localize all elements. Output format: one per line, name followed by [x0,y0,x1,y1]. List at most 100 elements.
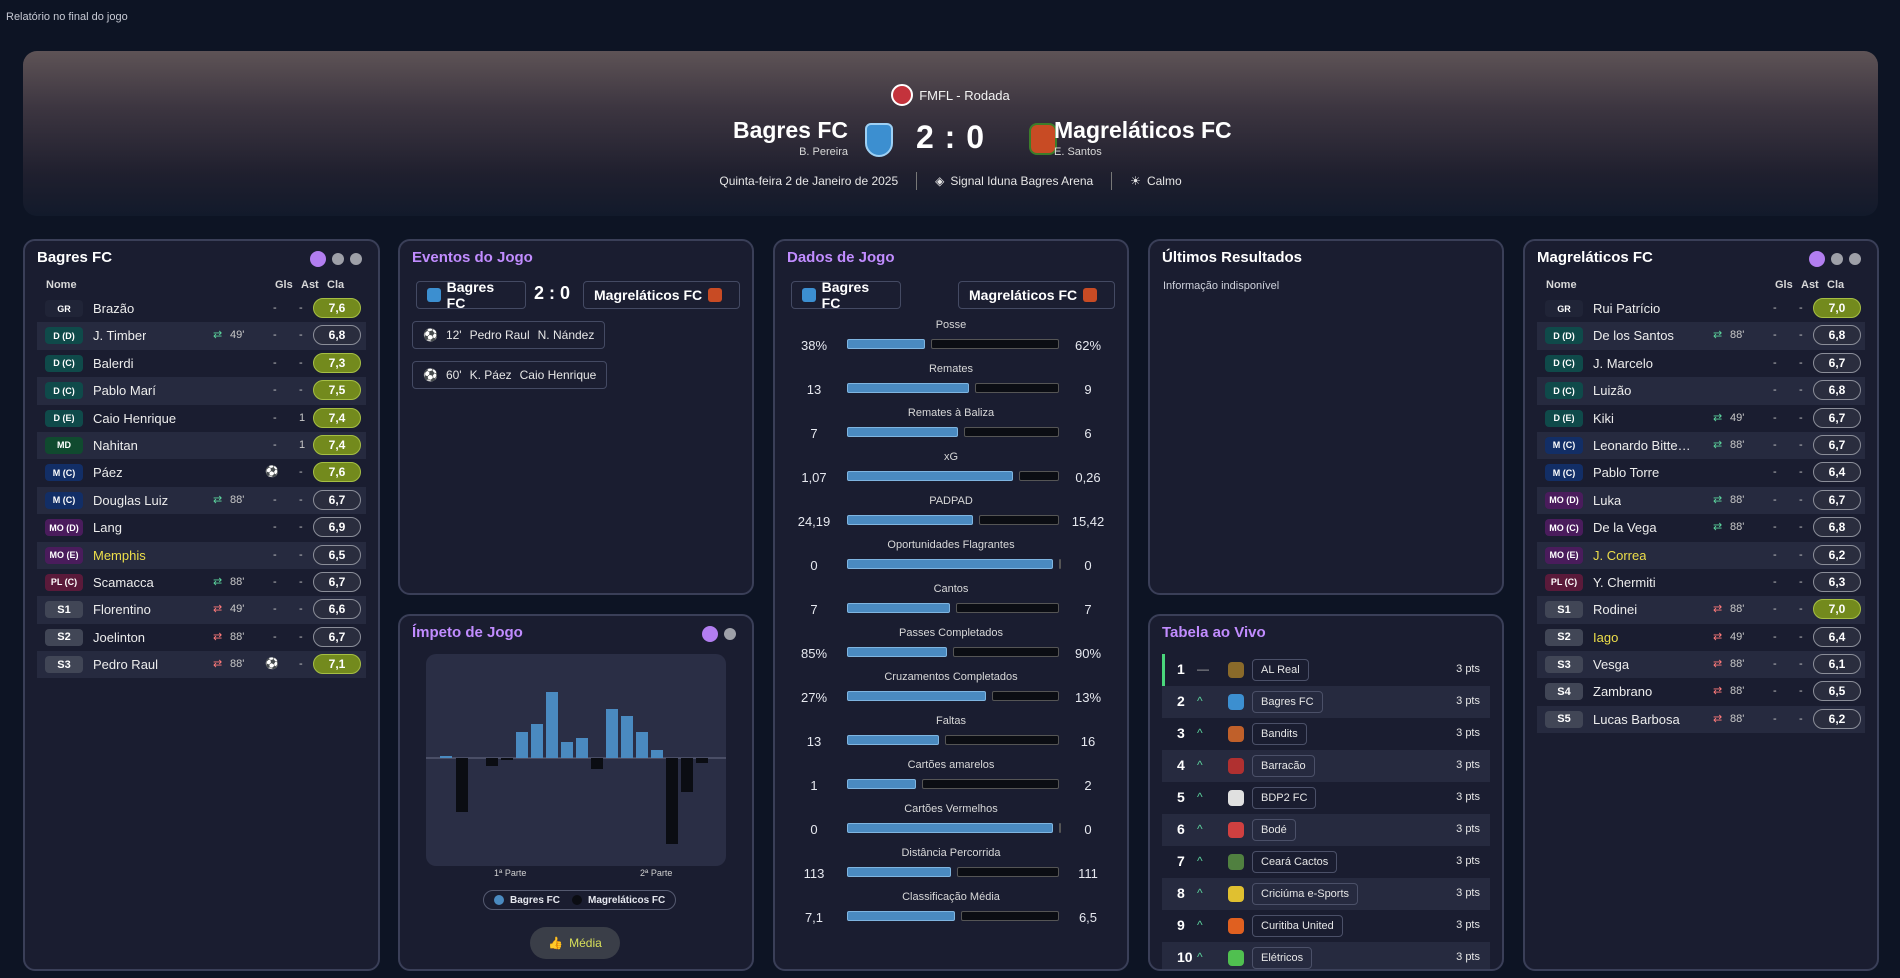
player-name[interactable]: Rui Patrício [1593,301,1661,316]
table-row[interactable]: 8 ^ Criciúma e-Sports 3 pts [1162,878,1490,910]
table-row[interactable]: 5 ^ BDP2 FC 3 pts [1162,782,1490,814]
player-name[interactable]: Pablo Marí [93,383,156,399]
player-rating[interactable]: 6,3 [1813,571,1861,592]
player-rating[interactable]: 7,6 [313,298,361,318]
view-dot-1[interactable] [1809,251,1825,267]
col-goals[interactable]: Gls [275,279,293,291]
player-rating[interactable]: 6,7 [1813,434,1861,455]
table-team-name[interactable]: Curitiba United [1252,915,1343,937]
player-name[interactable]: Nahitan [93,437,138,453]
col-assists[interactable]: Ast [1801,279,1819,291]
player-name[interactable]: Caio Henrique [93,410,177,426]
player-rating[interactable]: 7,1 [313,654,361,675]
player-rating[interactable]: 6,7 [1813,489,1861,510]
view-dot-2[interactable] [1831,253,1843,265]
player-name[interactable]: Lang [93,520,122,536]
player-rating[interactable]: 6,5 [313,544,361,565]
table-row[interactable]: 4 ^ Barracão 3 pts [1162,750,1490,782]
table-row[interactable]: 10 ^ Elétricos 3 pts [1162,942,1490,969]
player-row[interactable]: D (C) Pablo Marí - -7,5 [37,377,366,405]
away-team[interactable]: Magreláticos FC E. Santos [1054,117,1232,158]
table-team-name[interactable]: Elétricos [1252,947,1313,969]
table-row[interactable]: 3 ^ Bandits 3 pts [1162,718,1490,750]
panel-view-switch[interactable] [310,251,362,267]
events-away-team[interactable]: Magreláticos FC [583,281,740,309]
home-team-name[interactable]: Bagres FC [732,117,848,143]
player-name[interactable]: Pedro Raul [93,657,159,673]
player-row[interactable]: D (C) Balerdi - -7,3 [37,350,366,377]
player-row[interactable]: MO (E) Memphis - -6,5 [37,541,366,569]
player-row[interactable]: D (D) De los Santos ⇄ 88' - -6,8 [1537,322,1865,350]
player-name[interactable]: Luizão [1593,383,1632,399]
player-rating[interactable]: 6,8 [1813,325,1861,346]
average-toggle-button[interactable]: 👍 Média [530,927,620,959]
player-name[interactable]: Y. Chermiti [1593,574,1656,590]
player-name[interactable]: Vesga [1593,657,1630,673]
player-rating[interactable]: 6,4 [1813,462,1861,483]
player-row[interactable]: D (C) Luizão - -6,8 [1537,377,1865,405]
player-rating[interactable]: 6,8 [1813,380,1861,401]
player-rating[interactable]: 6,7 [313,489,361,510]
col-name[interactable]: Nome [46,279,77,291]
player-row[interactable]: S1 Florentino ⇄ 49' - -6,6 [37,596,366,624]
player-name[interactable]: Lucas Barbosa [1593,711,1680,727]
player-rating[interactable]: 6,7 [313,626,361,647]
table-row[interactable]: 6 ^ Bodé 3 pts [1162,814,1490,846]
player-row[interactable]: MO (E) J. Correa - -6,2 [1537,541,1865,569]
player-row[interactable]: M (C) Pablo Torre - -6,4 [1537,459,1865,486]
player-name[interactable]: Páez [93,465,123,481]
player-row[interactable]: M (C) Douglas Luiz ⇄ 88' - -6,7 [37,486,366,515]
table-row[interactable]: 9 ^ Curitiba United 3 pts [1162,910,1490,942]
goal-event[interactable]: ⚽ 12' Pedro Raul N. Nández [412,321,606,349]
view-dot-1[interactable] [702,626,718,642]
player-name[interactable]: Leonardo Bitten... [1593,437,1693,453]
view-dot-3[interactable] [1849,253,1861,265]
view-dot-2[interactable] [724,628,736,640]
player-row[interactable]: S1 Rodinei ⇄ 88' - -7,0 [1537,596,1865,624]
player-name[interactable]: De los Santos [1593,328,1674,344]
player-name[interactable]: Zambrano [1593,684,1653,700]
table-team-name[interactable]: AL Real [1252,659,1309,681]
player-row[interactable]: D (C) J. Marcelo - -6,7 [1537,350,1865,377]
player-rating[interactable]: 6,6 [313,599,361,620]
table-team-name[interactable]: Ceará Cactos [1252,851,1338,873]
player-row[interactable]: S2 Iago ⇄ 49' - -6,4 [1537,624,1865,651]
player-rating[interactable]: 6,7 [1813,407,1861,428]
col-rating[interactable]: Cla [1827,279,1845,291]
player-name[interactable]: Rodinei [1593,602,1638,618]
player-row[interactable]: M (C) Leonardo Bitten... ⇄ 88' - -6,7 [1537,431,1865,460]
col-name[interactable]: Nome [1546,279,1577,291]
player-rating[interactable]: 6,1 [1813,654,1861,675]
player-rating[interactable]: 6,2 [1813,544,1861,565]
player-row[interactable]: MO (D) Luka ⇄ 88' - -6,7 [1537,486,1865,515]
player-name[interactable]: Luka [1593,492,1622,508]
table-row[interactable]: 1 — AL Real 3 pts [1162,654,1490,686]
player-rating[interactable]: 6,7 [313,571,361,592]
table-team-name[interactable]: Bandits [1252,723,1307,745]
view-dot-1[interactable] [310,251,326,267]
player-rating[interactable]: 6,8 [313,325,361,346]
stats-home-team[interactable]: Bagres FC [791,279,901,311]
player-rating[interactable]: 7,0 [1813,298,1861,318]
player-row[interactable]: S5 Lucas Barbosa ⇄ 88' - -6,2 [1537,705,1865,734]
player-name[interactable]: Brazão [93,301,135,316]
player-row[interactable]: M (C) Páez ⚽ -7,6 [37,459,366,486]
player-row[interactable]: PL (C) Y. Chermiti - -6,3 [1537,569,1865,596]
player-rating[interactable]: 7,5 [313,380,361,401]
table-row[interactable]: 2 ^ Bagres FC 3 pts [1162,686,1490,718]
player-row[interactable]: S2 Joelinton ⇄ 88' - -6,7 [37,624,366,651]
momentum-view-switch[interactable] [702,626,736,642]
player-rating[interactable]: 7,4 [313,407,361,428]
goal-event[interactable]: ⚽ 60' K. Páez Caio Henrique [412,361,608,389]
col-goals[interactable]: Gls [1775,279,1793,291]
player-rating[interactable]: 7,6 [313,462,361,483]
player-row[interactable]: MO (C) De la Vega ⇄ 88' - -6,8 [1537,514,1865,541]
player-rating[interactable]: 6,8 [1813,517,1861,538]
player-rating[interactable]: 7,4 [313,434,361,455]
player-rating[interactable]: 6,2 [1813,708,1861,729]
col-rating[interactable]: Cla [327,279,345,291]
player-rating[interactable]: 6,5 [1813,681,1861,702]
player-row[interactable]: MD Nahitan - 1 7,4 [37,431,366,460]
player-name[interactable]: Scamacca [93,574,154,590]
player-name[interactable]: Pablo Torre [1593,465,1660,481]
